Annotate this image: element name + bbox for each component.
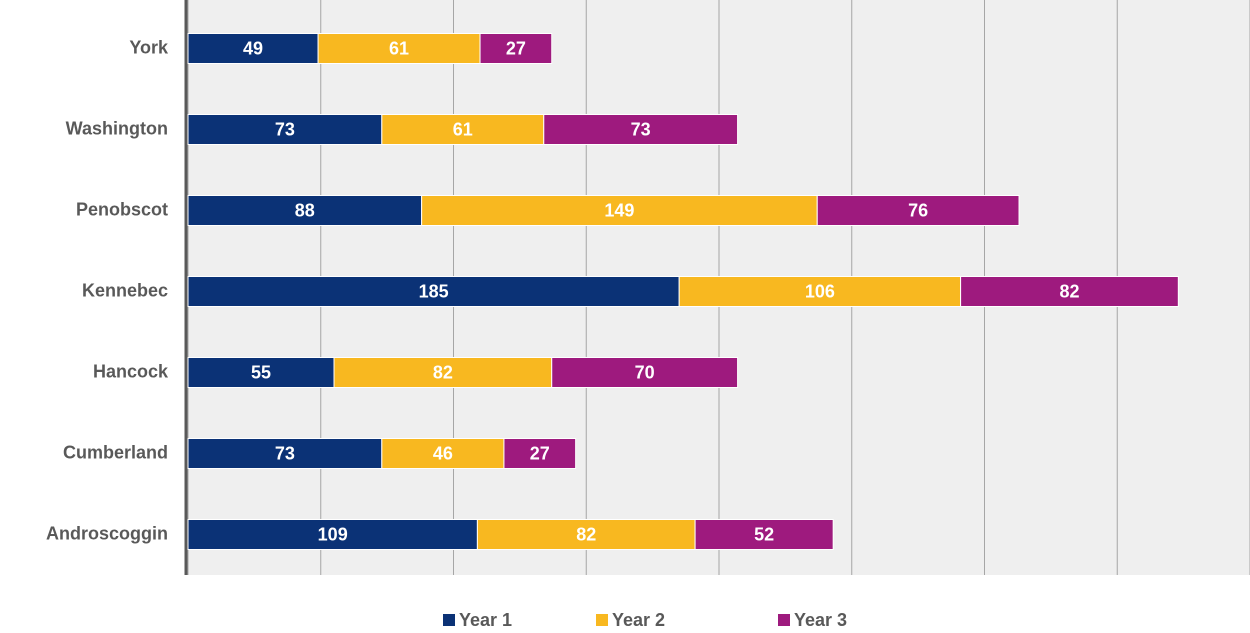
bar-segment <box>381 438 505 469</box>
bar-segment <box>678 276 962 307</box>
legend-swatch <box>778 614 790 626</box>
bar-segment <box>333 357 553 388</box>
bar-segment <box>187 357 335 388</box>
legend-swatch <box>596 614 608 626</box>
data-label: 55 <box>251 362 271 382</box>
data-label: 109 <box>318 524 348 544</box>
data-label: 185 <box>419 281 449 301</box>
bar-segment <box>476 519 696 550</box>
data-label: 61 <box>389 38 409 58</box>
bar-segment <box>187 114 383 145</box>
bar-segment <box>694 519 834 550</box>
data-label: 82 <box>1059 281 1079 301</box>
data-label: 52 <box>754 524 774 544</box>
bar-segment <box>479 33 553 64</box>
bar-segment <box>551 357 739 388</box>
y-tick-label: Washington <box>66 118 168 138</box>
bar-segment <box>317 33 481 64</box>
y-tick-label: Kennebec <box>82 280 168 300</box>
legend-label: Year 1 <box>459 610 512 630</box>
y-tick-label: Androscoggin <box>46 523 168 543</box>
bar-segment <box>187 438 383 469</box>
data-label: 82 <box>433 362 453 382</box>
bar-segment <box>960 276 1179 307</box>
bar-segment <box>816 195 1020 226</box>
y-tick-label: Penobscot <box>76 199 168 219</box>
data-label: 73 <box>275 443 295 463</box>
bar-segment <box>187 195 423 226</box>
data-label: 82 <box>576 524 596 544</box>
data-label: 73 <box>631 119 651 139</box>
data-label: 76 <box>908 200 928 220</box>
bar-segment <box>503 438 577 469</box>
y-tick-label: Cumberland <box>63 442 168 462</box>
legend-label: Year 2 <box>612 610 665 630</box>
legend-label: Year 3 <box>794 610 847 630</box>
data-label: 149 <box>604 200 634 220</box>
bar-segment <box>381 114 545 145</box>
bar-segment <box>543 114 739 145</box>
y-tick-label: York <box>129 37 169 57</box>
data-label: 88 <box>295 200 315 220</box>
data-label: 106 <box>805 281 835 301</box>
data-label: 70 <box>635 362 655 382</box>
data-label: 73 <box>275 119 295 139</box>
data-label: 61 <box>453 119 473 139</box>
bar-segment <box>187 276 680 307</box>
data-label: 49 <box>243 38 263 58</box>
legend-swatch <box>443 614 455 626</box>
y-tick-label: Hancock <box>93 361 169 381</box>
data-label: 46 <box>433 443 453 463</box>
data-label: 27 <box>506 38 526 58</box>
data-label: 27 <box>530 443 550 463</box>
bar-segment <box>187 33 319 64</box>
